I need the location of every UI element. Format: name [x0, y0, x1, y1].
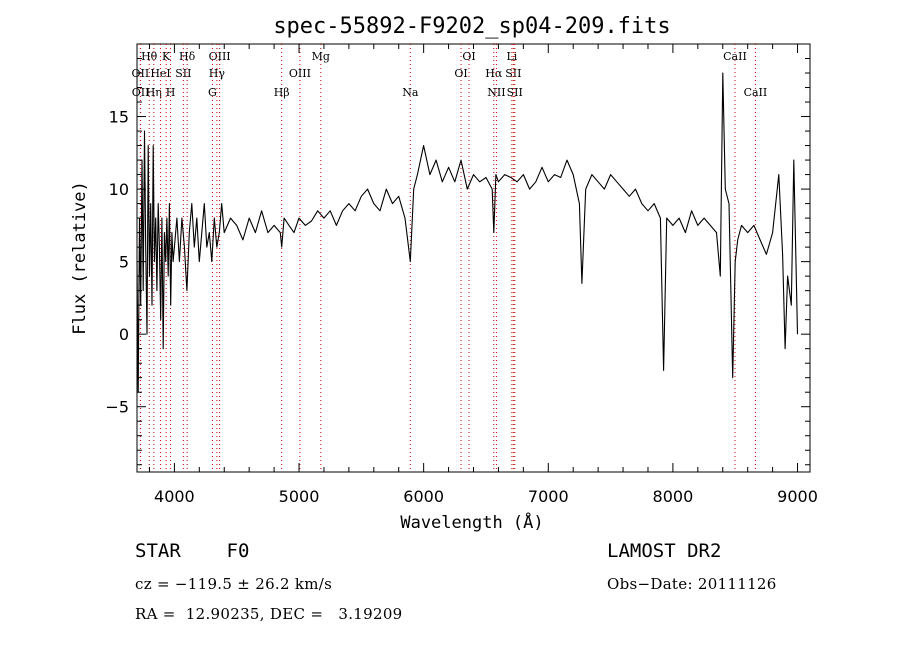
object-class-label: STAR F0 — [135, 540, 250, 562]
line-marker-label: SII — [175, 67, 191, 80]
series-layer — [136, 72, 799, 393]
y-tick-label: 0 — [119, 325, 129, 344]
line-marker-label: CaII — [744, 86, 768, 99]
plot-frame — [136, 43, 811, 473]
line-marker-label: Hθ — [141, 50, 158, 63]
line-marker-label: K — [162, 50, 171, 63]
x-tick-label: 8000 — [653, 487, 694, 506]
y-tick-label: 10 — [109, 180, 129, 199]
line-marker-label: SII — [505, 67, 521, 80]
redshift-label: cz = −119.5 ± 26.2 km/s — [135, 575, 333, 593]
line-marker-label: Mg — [312, 50, 330, 63]
line-marker-label: Na — [402, 86, 419, 99]
line-marker-label: NII — [487, 86, 505, 99]
line-marker-label: CaII — [723, 50, 747, 63]
x-tick-label: 9000 — [777, 487, 818, 506]
line-marker-label: OIII — [209, 50, 231, 63]
obs-date-label: Obs−Date: 20111126 — [607, 575, 777, 593]
line-marker-label: H — [166, 86, 176, 99]
line-marker-label: OI — [454, 67, 467, 80]
line-marker-label: OII — [132, 86, 150, 99]
x-tick-label: 4000 — [154, 487, 195, 506]
line-marker-label: OIII — [289, 67, 311, 80]
y-tick-label: 5 — [119, 253, 129, 272]
line-marker-label: Hδ — [179, 50, 196, 63]
axis-ticks — [137, 44, 810, 472]
line-marker-label: Hα — [485, 67, 503, 80]
survey-label: LAMOST DR2 — [607, 540, 722, 562]
x-tick-label: 5000 — [279, 487, 320, 506]
x-axis-label: Wavelength (Å) — [400, 511, 543, 533]
y-tick-label: −5 — [105, 398, 129, 417]
line-marker-label: Hβ — [274, 86, 290, 99]
line-marker-label: G — [208, 86, 217, 99]
coordinates-label: RA = 12.90235, DEC = 3.19209 — [135, 605, 403, 623]
line-marker-label: SII — [507, 86, 523, 99]
x-tick-labels: 4000 5000 6000 7000 8000 9000 — [154, 487, 818, 506]
x-tick-label: 6000 — [403, 487, 444, 506]
line-marker-label: Li — [506, 50, 517, 63]
x-tick-label: 7000 — [528, 487, 569, 506]
y-tick-labels: −5 0 5 10 15 — [105, 108, 129, 417]
y-tick-label: 15 — [109, 108, 129, 127]
line-marker-label: Hη — [146, 86, 162, 99]
chart-title: spec-55892-F9202_sp04-209.fits — [273, 14, 670, 39]
line-marker-label: Hγ — [209, 67, 226, 80]
spectrum-line-0 — [136, 72, 799, 393]
line-marker-label: HeI — [150, 67, 170, 80]
line-marker-label: OI — [462, 50, 475, 63]
y-axis-label: Flux (relative) — [70, 181, 90, 335]
